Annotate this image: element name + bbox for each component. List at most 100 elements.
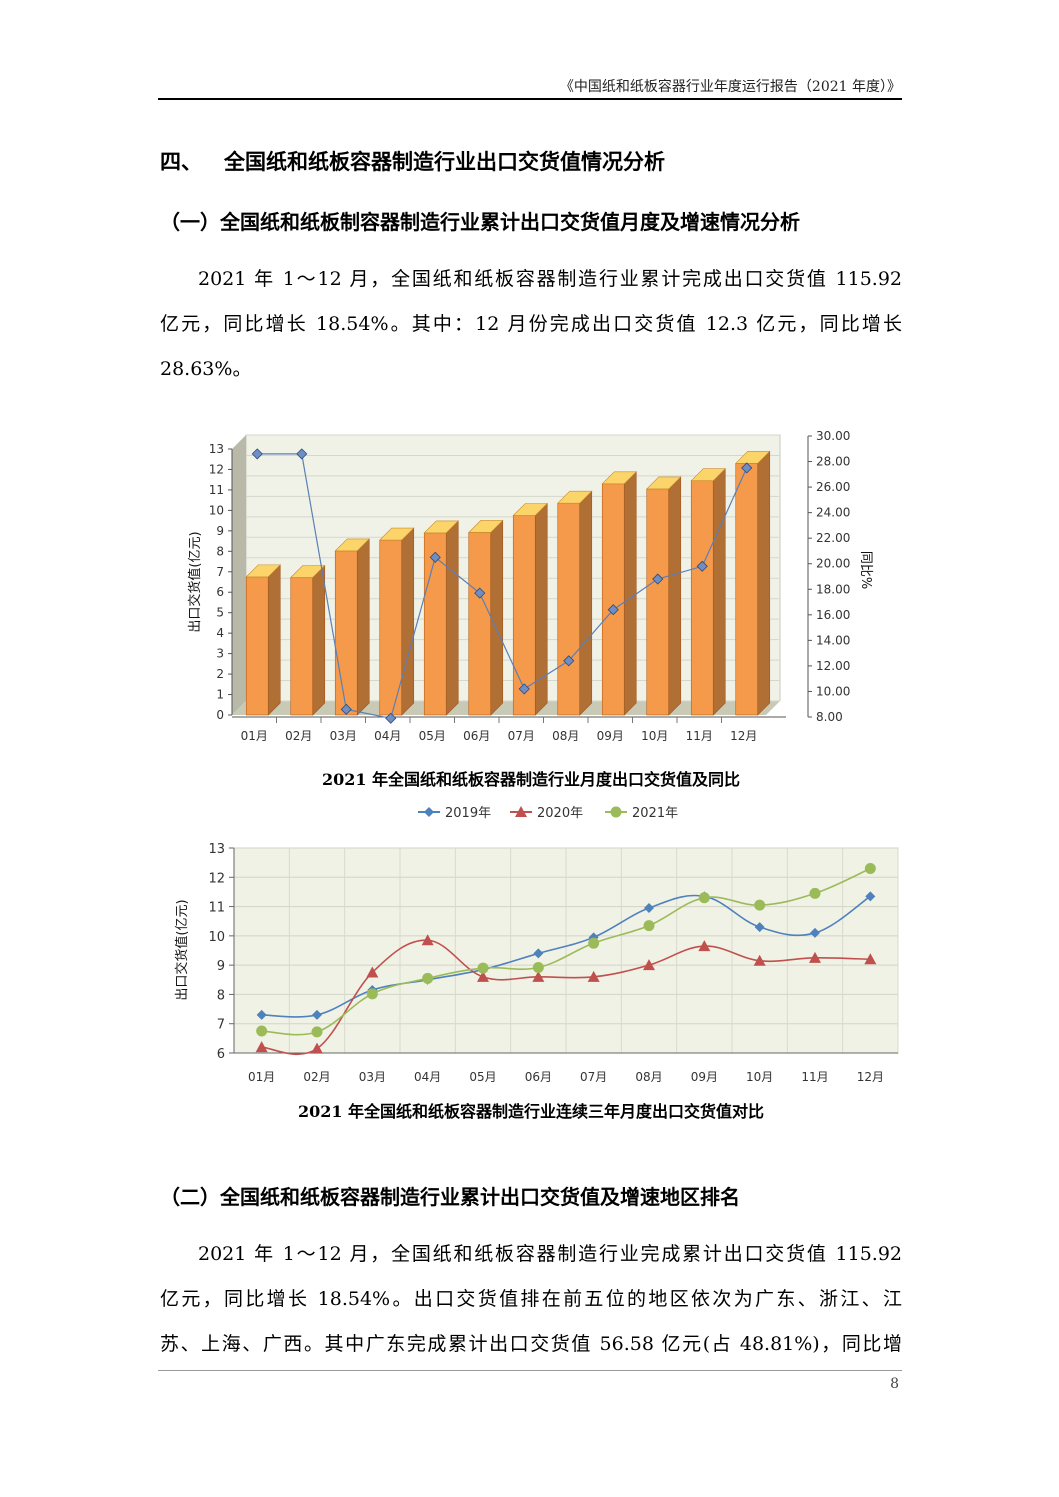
y2-tick-label: 26.00 (816, 480, 850, 494)
legend-marker (610, 806, 622, 818)
x-tick-label: 12月 (730, 729, 757, 743)
series-point (256, 1009, 267, 1020)
y2-tick-label: 10.00 (816, 684, 850, 698)
yoy-point (696, 560, 708, 572)
bar-top (334, 538, 370, 552)
yoy-point (741, 462, 753, 474)
x-tick-label: 10月 (641, 729, 668, 743)
running-header: 《中国纸和纸板容器行业年度运行报告（2021 年度）》 (559, 79, 901, 95)
series-point (311, 1026, 323, 1038)
series-point (588, 937, 600, 949)
x-tick-label: 03月 (330, 729, 357, 743)
bar (290, 564, 326, 716)
y2-tick-label: 30.00 (816, 429, 850, 443)
bar (334, 538, 370, 716)
series-point (366, 966, 379, 978)
bar-top (423, 520, 459, 534)
y-tick-label: 13 (209, 442, 224, 456)
bar-top (735, 451, 771, 464)
bar-side (356, 538, 370, 716)
series-point (256, 1025, 268, 1037)
bar-top (245, 564, 281, 578)
bar-top (601, 471, 637, 485)
y2-axis-title: 同比% (858, 551, 873, 589)
legend-marker (424, 807, 434, 817)
y-tick-label: 6 (217, 1047, 225, 1062)
bar (468, 519, 504, 716)
x-tick-label: 04月 (374, 729, 401, 743)
bar (512, 502, 548, 716)
y2-tick-label: 8.00 (816, 710, 843, 724)
x-tick-label: 08月 (552, 729, 579, 743)
chart-2-caption: 2021 年全国纸和纸板容器制造行业连续三年月度出口交货值对比 (297, 1102, 765, 1121)
series-point (753, 954, 766, 966)
bar-front (334, 550, 358, 716)
x-tick-label: 08月 (635, 1070, 662, 1084)
y-tick-label: 5 (216, 606, 224, 620)
bar-top (468, 520, 504, 533)
series-point (587, 970, 600, 982)
yoy-point (385, 712, 397, 724)
y2-tick-label: 22.00 (816, 531, 850, 545)
bar-top (690, 468, 726, 482)
yoy-point (251, 448, 263, 460)
subsection-2-title: （二）全国纸和纸板容器制造行业累计出口交货值及增速地区排名 (160, 1185, 740, 1209)
y-tick-label: 11 (208, 901, 225, 916)
bar-front (245, 576, 269, 716)
bar (601, 471, 637, 716)
x-tick-label: 02月 (303, 1070, 330, 1084)
series-point (312, 1009, 322, 1020)
bar (245, 564, 281, 716)
series-point (643, 959, 655, 971)
bar (557, 490, 593, 716)
paragraph-line: 2021 年 1～12 月，全国纸和纸板容器制造行业累计完成出口交货值 115.… (198, 268, 902, 290)
paragraph-line: 28.63%。 (160, 358, 252, 380)
series-point (366, 988, 378, 1000)
bar (646, 476, 682, 716)
yoy-point (296, 448, 308, 460)
series-point (864, 863, 876, 874)
three-year-comparison-line-chart: 6 7 8 9 10 11 12 13 01月 02月 03月 04月 05月 06月 07月 08月 09月 1… (174, 806, 899, 1084)
y-axis-title: 出口交货值(亿元) (187, 531, 203, 632)
bar (379, 527, 415, 716)
x-tick-label: 02月 (285, 729, 312, 743)
bar-side (534, 502, 548, 716)
section-number: 四、 (160, 149, 202, 174)
yoy-point (607, 604, 619, 616)
y-tick-label: 6 (216, 585, 224, 599)
bar-top (379, 527, 415, 541)
plot-floor (232, 701, 780, 715)
y-tick-label: 7 (216, 565, 224, 579)
section-title: 全国纸和纸板容器制造行业出口交货值情况分析 (224, 149, 665, 174)
y-tick-label: 9 (216, 524, 224, 538)
x-tick-label: 10月 (746, 1070, 773, 1084)
series-point (698, 940, 711, 952)
bar-side (267, 564, 281, 716)
bar-side (312, 564, 326, 716)
x-tick-label: 04月 (414, 1070, 441, 1084)
paragraph-1: 2021 年 1～12 月，全国纸和纸板容器制造行业累计完成出口交货值 115.… (160, 257, 902, 392)
y-tick-label: 11 (209, 483, 224, 497)
x-tick-label: 01月 (241, 729, 268, 743)
y-tick-label: 3 (216, 647, 224, 661)
y-tick-label: 10 (209, 503, 224, 517)
series-point (477, 970, 489, 982)
bar-side (712, 467, 726, 716)
series-point (477, 962, 489, 974)
series-point (422, 972, 434, 984)
bar-side (623, 471, 637, 716)
series-point (643, 920, 655, 932)
series-point (644, 903, 654, 914)
series-point (809, 887, 821, 899)
bar-side (490, 519, 504, 716)
y-axis-title: 出口交货值(亿元) (174, 899, 190, 1000)
page-number: 8 (890, 1376, 899, 1392)
series-point (865, 891, 876, 902)
bar-top (290, 565, 326, 578)
series-point (864, 953, 877, 965)
bar-front (557, 502, 581, 716)
y2-tick-label: 20.00 (816, 557, 850, 571)
bar-front (468, 532, 492, 716)
bar-side (445, 520, 459, 716)
x-tick-label: 12月 (857, 1070, 884, 1084)
